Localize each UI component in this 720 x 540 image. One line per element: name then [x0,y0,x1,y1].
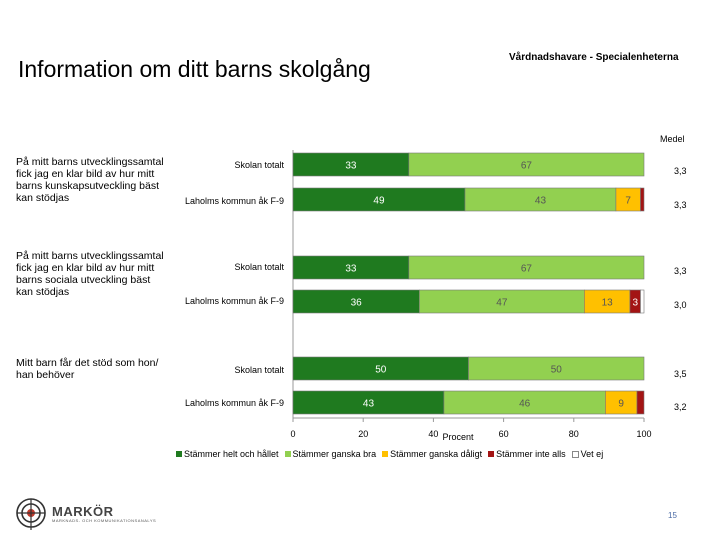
bar-value-label: 49 [373,196,385,207]
bar-segment [408,152,645,177]
bar-value-label: 50 [375,365,387,376]
medel-value: 3,0 [674,300,687,310]
bar-value-label: 36 [351,298,363,309]
logo-wordmark: MARKÖR [52,504,114,519]
medel-header: Medel [660,134,685,144]
legend-label: Stämmer ganska dåligt [390,449,483,459]
row-label: Skolan totalt [234,262,284,272]
page-title: Information om ditt barns skolgång [18,56,371,82]
bar-value-label: 46 [519,399,531,410]
legend-item: Vet ej [571,449,604,459]
row-label: Skolan totalt [234,160,284,170]
target-icon [16,498,46,530]
bar-value-label: 3 [632,298,638,309]
bar-value-label: 47 [496,298,508,309]
row-label: Laholms kommun åk F-9 [184,196,284,206]
medel-value: 3,2 [674,402,687,412]
x-axis-title: Procent [442,432,474,442]
bar-value-label: 7 [625,196,631,207]
bar-value-label: 67 [521,264,533,275]
question-2-text: På mitt barns utvecklingssamtal fick jag… [16,250,164,298]
x-tick-label: 0 [290,429,295,439]
x-tick-label: 20 [358,429,368,439]
bar-value-label: 50 [551,365,563,376]
row-label: Laholms kommun åk F-9 [184,296,284,306]
medel-value: 3,5 [674,369,687,379]
bar-segment [468,356,645,381]
page-number: 15 [668,511,677,520]
legend-label: Stämmer helt och hållet [184,449,279,459]
legend-item: Stämmer inte alls [488,449,566,459]
bar-segment [636,390,645,415]
legend-swatch [488,451,495,457]
bar-segment [408,255,645,280]
bar-value-label: 43 [363,399,375,410]
medel-value: 3,3 [674,266,687,276]
bar-segment [640,289,645,314]
legend-item: Stämmer ganska bra [284,449,377,459]
legend-item: Stämmer ganska dåligt [382,449,482,459]
legend-swatch [284,451,291,457]
question-1-text: På mitt barns utvecklingssamtal fick jag… [16,156,164,204]
legend-swatch [382,451,389,457]
row-label: Skolan totalt [234,365,284,375]
chart-legend: Stämmer helt och hållet Stämmer ganska b… [176,449,603,459]
bar-value-label: 13 [602,298,614,309]
markor-logo: MARKÖR MARKNADS- OCH KOMMUNIKATIONSANALY… [14,497,156,531]
bar-value-label: 43 [535,196,547,207]
bar-value-label: 33 [345,264,357,275]
x-tick-label: 40 [428,429,438,439]
x-tick-label: 60 [499,429,509,439]
legend-label: Stämmer ganska bra [292,449,377,459]
legend-item: Stämmer helt och hållet [176,449,279,459]
row-label: Laholms kommun åk F-9 [184,398,284,408]
legend-label: Vet ej [580,449,604,459]
page-subtitle: Vårdnadshavare - Specialenheterna [509,52,679,63]
bar-value-label: 67 [521,161,533,172]
bar-segment [640,187,645,212]
legend-swatch [571,450,579,458]
medel-value: 3,3 [674,200,687,210]
question-3-text: Mitt barn får det stöd som hon/ han behö… [16,357,159,381]
bar-value-label: 33 [345,161,357,172]
x-tick-label: 80 [569,429,579,439]
x-tick-label: 100 [636,429,651,439]
legend-swatch [176,451,182,457]
logo-tagline: MARKNADS- OCH KOMMUNIKATIONSANALYS [52,518,157,523]
legend-label: Stämmer inte alls [496,449,566,459]
medel-value: 3,3 [674,166,687,176]
bar-value-label: 9 [618,399,624,410]
